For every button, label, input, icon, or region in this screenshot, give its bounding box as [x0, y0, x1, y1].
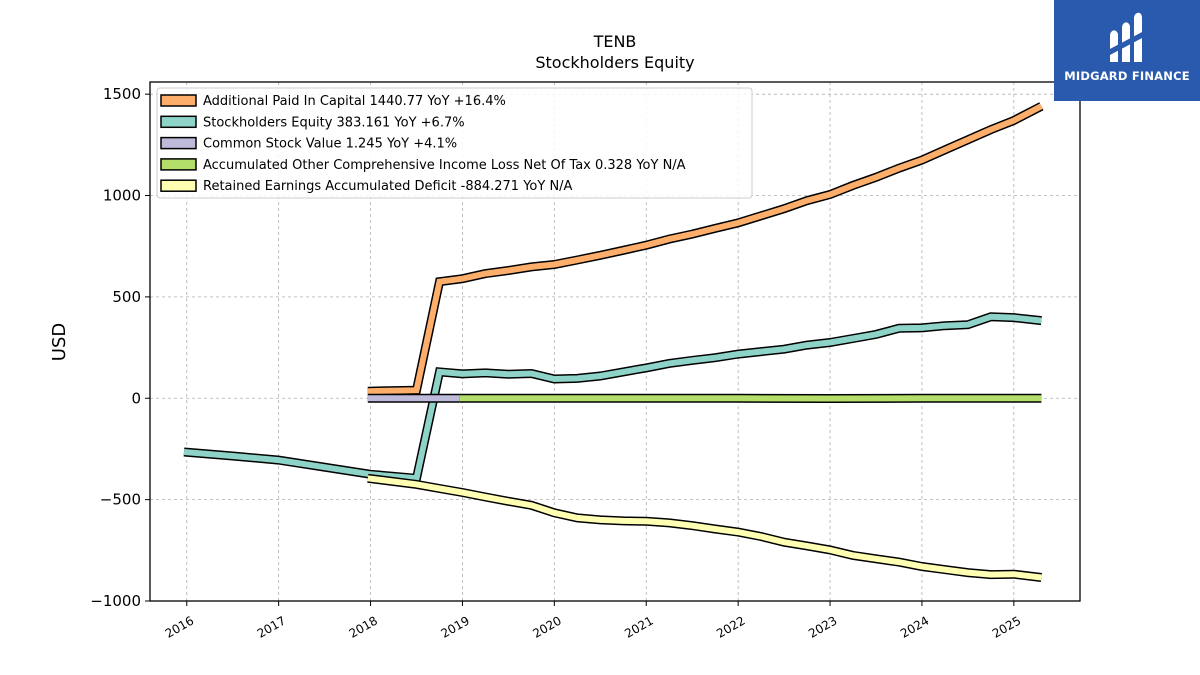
x-tick-label: 2018	[347, 613, 380, 640]
y-tick-label: 1500	[103, 85, 141, 103]
brand-name: MIDGARD FINANCE	[1064, 69, 1190, 83]
x-tick-label: 2025	[990, 613, 1023, 640]
x-tick-label: 2024	[898, 613, 931, 640]
legend-box	[156, 87, 753, 199]
x-tick-label: 2016	[163, 613, 196, 640]
brand-logo: MIDGARD FINANCE	[1054, 0, 1200, 101]
series-line	[367, 103, 1043, 395]
x-tick-label: 2022	[714, 613, 747, 640]
y-axis-label: USD	[49, 323, 70, 361]
legend-entry: Additional Paid In Capital 1440.77 YoY +…	[203, 94, 506, 109]
x-tick-label: 2019	[438, 613, 471, 640]
midgard-logo-icon	[1108, 12, 1146, 63]
legend: Additional Paid In Capital 1440.77 YoY +…	[156, 87, 753, 199]
y-axis: −1000 −500 0 500 1000 1500	[90, 85, 150, 610]
plot-frame	[149, 81, 1081, 602]
y-tick-label: 500	[112, 288, 141, 306]
series-lines	[183, 102, 1044, 582]
chart-title: TENB	[593, 32, 637, 51]
legend-entry: Retained Earnings Accumulated Deficit -8…	[203, 179, 573, 194]
x-tick-label: 2020	[530, 613, 563, 640]
x-axis: 2016 2017 2018 2019 2020 2021 2022 2023 2024 2025	[163, 601, 1023, 641]
legend-entry: Accumulated Other Comprehensive Income L…	[203, 158, 686, 173]
series-line	[367, 475, 1042, 581]
x-tick-label: 2017	[255, 613, 288, 640]
legend-swatch	[160, 115, 197, 129]
legend-swatch	[160, 136, 197, 150]
y-tick-label: 0	[131, 389, 141, 407]
legend-swatch	[160, 158, 197, 171]
chart-subtitle: Stockholders Equity	[535, 53, 694, 72]
legend-swatch	[160, 179, 197, 192]
y-tick-label: 1000	[103, 187, 141, 205]
legend-swatch	[160, 94, 197, 107]
legend-entry: Stockholders Equity 383.161 YoY +6.7%	[203, 115, 465, 130]
x-tick-label: 2021	[622, 613, 655, 640]
series-line	[183, 313, 1042, 482]
y-tick-label: −1000	[90, 592, 141, 610]
x-tick-label: 2023	[806, 613, 839, 640]
legend-entry: Common Stock Value 1.245 YoY +4.1%	[203, 137, 457, 152]
y-tick-label: −500	[100, 491, 141, 509]
